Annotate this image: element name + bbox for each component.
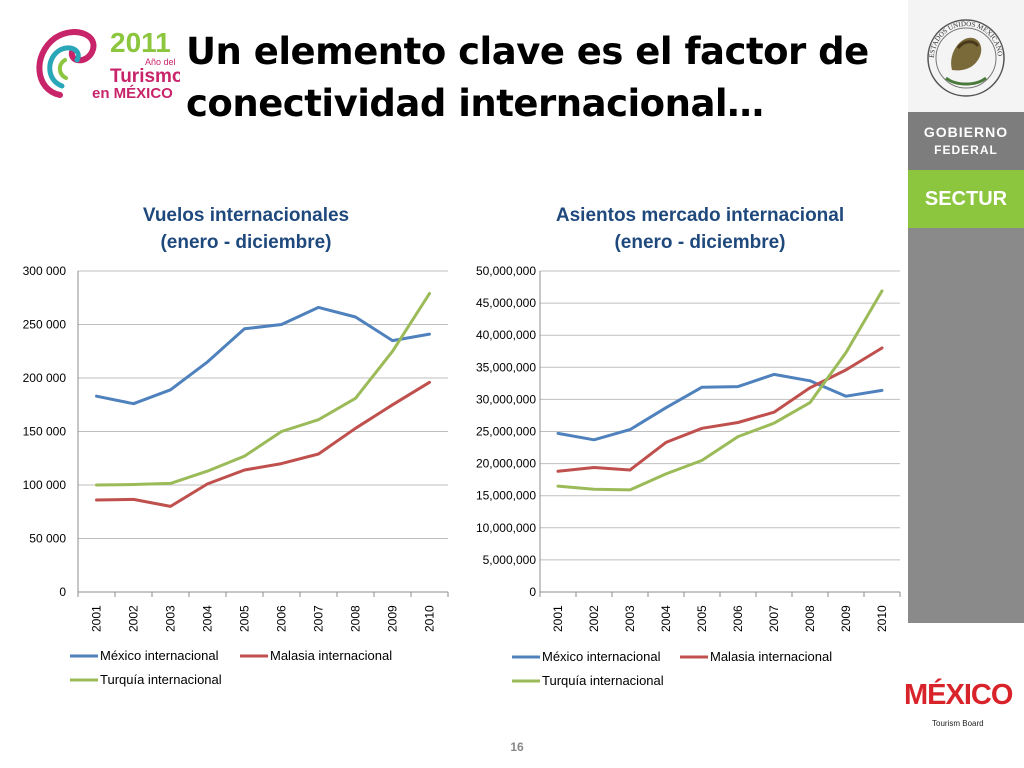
chart-plot: Vuelos internacionales (enero - diciembre… [23, 205, 449, 687]
legend-label: Turquía internacional [100, 672, 222, 687]
slide-title-line1: Un elemento clave es el factor de [186, 30, 869, 73]
logo-line1: Año del [145, 57, 176, 67]
y-tick-label: 30,000,000 [476, 392, 536, 406]
sectur-label: SECTUR [908, 170, 1024, 228]
sidebar: ESTADOS UNIDOS MEXICANOS GOBIERNO FEDERA… [906, 0, 1024, 623]
gobierno-federal-panel: GOBIERNO FEDERAL [908, 112, 1024, 170]
mexico-logo-word: MÉXICO [904, 677, 1013, 711]
x-tick-label: 2009 [386, 605, 400, 632]
chart-plot: Asientos mercado internacional (enero - d… [476, 205, 901, 688]
mexico-logo-tag: Tourism Board [932, 719, 984, 728]
logo-line3: en MÉXICO [92, 85, 173, 102]
x-tick-label: 2001 [551, 605, 565, 632]
x-tick-label: 2003 [164, 605, 178, 632]
series-line-0 [556, 372, 884, 442]
y-tick-label: 45,000,000 [476, 296, 536, 310]
x-tick-label: 2002 [127, 605, 141, 632]
legend-label: México internacional [100, 648, 219, 663]
x-tick-label: 2001 [90, 605, 104, 632]
x-tick-label: 2007 [767, 605, 781, 632]
y-tick-label: 35,000,000 [476, 360, 536, 374]
y-tick-label: 200 000 [23, 371, 67, 385]
y-tick-label: 50 000 [29, 532, 66, 546]
y-tick-label: 100 000 [23, 478, 67, 492]
series-line-1 [95, 380, 431, 508]
chart-vuelos-internacionales: Vuelos internacionales (enero - diciembre… [23, 205, 449, 687]
chart-asientos-mercado: Asientos mercado internacional (enero - d… [476, 205, 901, 688]
x-tick-label: 2008 [803, 605, 817, 632]
federal-label: FEDERAL [934, 143, 998, 157]
page-number: 16 [510, 740, 524, 754]
x-tick-label: 2004 [659, 605, 673, 632]
x-tick-label: 2005 [238, 605, 252, 632]
mexico-tourism-board-logo: MÉXICO Tourism Board [904, 677, 1014, 728]
logo-2011-turismo: 2011 Año del Turismo en MÉXICO [36, 27, 180, 102]
swirl-inner-icon [47, 45, 81, 89]
series-line-0 [95, 305, 431, 406]
chart-title-line2: (enero - diciembre) [614, 232, 785, 253]
sidebar-grey-panel [908, 228, 1024, 623]
x-tick-label: 2009 [839, 605, 853, 632]
x-tick-label: 2008 [349, 605, 363, 632]
logo-line2: Turismo [110, 66, 180, 87]
chart-title-line1: Vuelos internacionales [143, 205, 349, 226]
chart-title-line1: Asientos mercado internacional [556, 205, 844, 226]
series-line-2 [95, 292, 431, 487]
x-tick-label: 2005 [695, 605, 709, 632]
y-tick-label: 10,000,000 [476, 521, 536, 535]
series-line-2 [556, 289, 884, 492]
legend-label: Malasia internacional [270, 648, 392, 663]
national-seal-icon: ESTADOS UNIDOS MEXICANOS [906, 0, 1005, 97]
x-tick-label: 2002 [587, 605, 601, 632]
x-tick-label: 2010 [875, 605, 889, 632]
logo-year: 2011 [110, 27, 171, 58]
legend-label: Turquía internacional [542, 673, 664, 688]
y-tick-label: 20,000,000 [476, 457, 536, 471]
gobierno-label: GOBIERNO [923, 124, 1009, 140]
legend-label: Malasia internacional [710, 649, 832, 664]
chart-title-line2: (enero - diciembre) [160, 232, 331, 253]
y-tick-label: 250 000 [23, 318, 67, 332]
slide-title: Un elemento clave es el factor de conect… [186, 26, 886, 130]
x-tick-label: 2004 [201, 605, 215, 632]
swirl-icon [36, 29, 97, 98]
y-tick-label: 0 [59, 585, 66, 599]
y-tick-label: 40,000,000 [476, 328, 536, 342]
x-tick-label: 2010 [423, 605, 437, 632]
y-tick-label: 15,000,000 [476, 489, 536, 503]
y-tick-label: 5,000,000 [483, 553, 537, 567]
y-tick-label: 25,000,000 [476, 425, 536, 439]
x-tick-label: 2006 [731, 605, 745, 632]
y-tick-label: 0 [529, 585, 536, 599]
x-tick-label: 2007 [312, 605, 326, 632]
x-tick-label: 2003 [623, 605, 637, 632]
x-tick-label: 2006 [275, 605, 289, 632]
y-tick-label: 50,000,000 [476, 264, 536, 278]
legend-label: México internacional [542, 649, 661, 664]
y-tick-label: 300 000 [23, 264, 67, 278]
series-line-1 [556, 346, 884, 473]
seal-panel: ESTADOS UNIDOS MEXICANOS [906, 0, 1024, 112]
slide-title-line2: conectividad internacional… [186, 82, 764, 125]
y-tick-label: 150 000 [23, 425, 67, 439]
